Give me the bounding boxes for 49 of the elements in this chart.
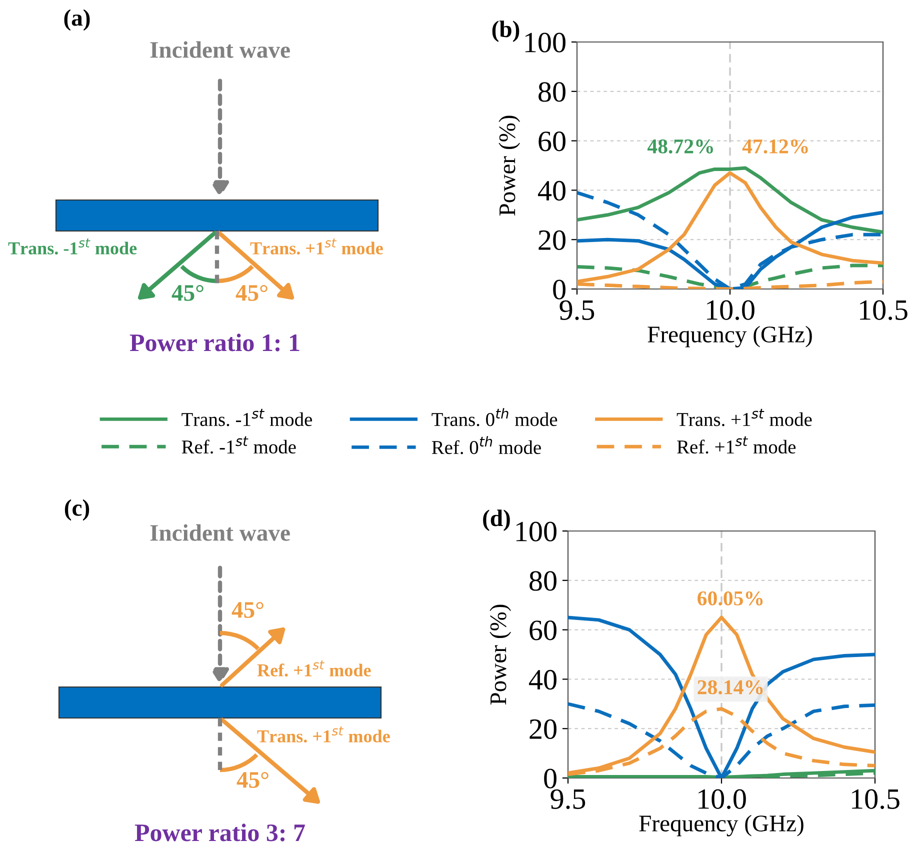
y-tick-label: 0 <box>553 280 566 300</box>
text: 45° <box>172 284 204 301</box>
chart-title: (d) <box>483 510 510 531</box>
text: Trans. +1$^{st}$ mode <box>250 238 383 254</box>
y-tick-label: 20 <box>538 230 566 250</box>
legend-label: Ref. +1$^{st}$ mode <box>677 436 796 454</box>
y-tick-label: 40 <box>538 180 566 201</box>
legend-label: Ref. -1$^{st}$ mode <box>182 436 296 454</box>
y-tick-label: 80 <box>538 82 566 102</box>
x-tick-label: 10.0 <box>707 300 754 320</box>
x-axis-title: Frequency (GHz) <box>648 326 812 348</box>
text: Trans. +1$^{st}$ mode <box>257 726 390 742</box>
x-tick-label: 9.5 <box>550 789 586 810</box>
legend-label: Ref. 0$^{th}$ mode <box>432 436 541 454</box>
text: 45° <box>236 772 268 788</box>
text: Incident wave <box>150 524 290 541</box>
legend-label: Trans. -1$^{st}$ mode <box>182 408 312 426</box>
y-tick-label: 80 <box>530 571 556 591</box>
text: Power ratio 3: 7 <box>134 824 305 842</box>
y-tick-label: 60 <box>530 620 556 640</box>
y-tick-label: 100 <box>516 522 556 542</box>
text: Ref. +1$^{st}$ mode <box>257 660 371 676</box>
text: (a) <box>64 9 90 31</box>
y-axis-title: Power (%) <box>490 604 512 705</box>
annotation: 47.12% <box>742 139 808 154</box>
text: Trans. -1$^{st}$ mode <box>8 238 137 254</box>
y-axis-title: Power (%) <box>498 116 520 216</box>
x-tick-label: 10.5 <box>852 789 900 810</box>
legend-label: Trans. +1$^{st}$ mode <box>676 408 812 426</box>
line-series <box>577 166 883 234</box>
x-axis-title: Frequency (GHz) <box>639 814 804 836</box>
annotation: 48.72% <box>647 139 713 154</box>
text: 45° <box>236 284 268 301</box>
text: (c) <box>64 499 90 521</box>
y-tick-label: 100 <box>525 32 566 52</box>
y-tick-label: 20 <box>530 719 556 740</box>
legend-label: Trans. 0$^{th}$ mode <box>432 408 558 426</box>
text: Power ratio 1: 1 <box>130 334 300 352</box>
y-tick-label: 0 <box>544 768 556 788</box>
y-tick-label: 40 <box>528 670 556 690</box>
text: 45° <box>232 602 264 618</box>
x-tick-label: 10.5 <box>860 300 908 320</box>
x-tick-label: 10.0 <box>698 789 746 810</box>
text: Incident wave <box>150 41 290 58</box>
chart-title: (b) <box>492 20 520 42</box>
x-tick-label: 9.5 <box>560 300 594 320</box>
y-tick-label: 60 <box>538 132 566 152</box>
annotation: 60.05% <box>698 591 763 606</box>
annotation: 28.14% <box>698 680 763 694</box>
